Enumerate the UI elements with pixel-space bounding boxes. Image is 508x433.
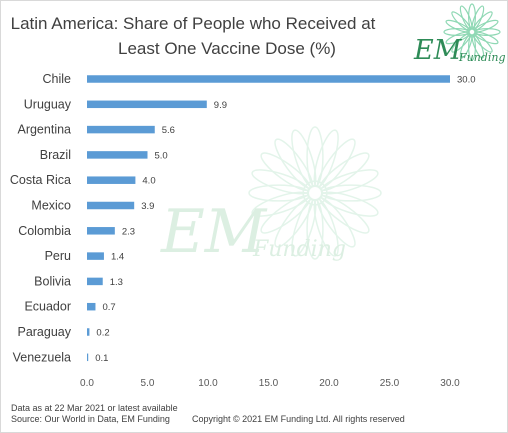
petal <box>274 138 314 189</box>
petal-center <box>302 180 328 206</box>
petal <box>313 129 339 188</box>
bar-ecuador <box>87 302 96 311</box>
petal <box>319 152 370 192</box>
petal <box>251 191 310 217</box>
x-tick-label: 20.0 <box>319 378 339 389</box>
logo-em: EM <box>414 35 462 66</box>
petal <box>316 197 356 248</box>
petal-center <box>466 26 478 38</box>
bar-colombia <box>87 227 115 235</box>
value-label: 5.6 <box>162 125 175 136</box>
petal <box>291 198 317 257</box>
category-label: Paraguay <box>17 325 71 339</box>
value-label: 0.1 <box>95 353 108 364</box>
petal <box>260 152 311 192</box>
bar-paraguay <box>87 328 90 336</box>
bar-venezuela <box>87 353 89 362</box>
category-label: Uruguay <box>24 97 72 111</box>
petal <box>320 169 379 195</box>
category-label: Argentina <box>17 123 71 137</box>
watermark-funding: Funding <box>253 237 346 262</box>
chart-title-line-2: Least One Vaccine Dose (%) <box>118 39 336 58</box>
value-label: 0.2 <box>96 328 109 339</box>
petal <box>320 184 382 202</box>
petal <box>251 169 310 195</box>
footnote-copyright: Copyright © 2021 EM Funding Ltd. All rig… <box>192 414 405 424</box>
category-label: Colombia <box>18 224 71 238</box>
x-tick-label: 15.0 <box>259 378 279 389</box>
bar-mexico <box>87 201 135 210</box>
value-label: 0.7 <box>102 302 115 313</box>
petal <box>459 5 473 31</box>
x-tick-label: 30.0 <box>440 378 460 389</box>
x-tick-label: 5.0 <box>141 378 155 389</box>
petal <box>316 138 356 189</box>
chart-title-line-1: Latin America: Share of People who Recei… <box>10 14 376 33</box>
petal <box>319 194 370 234</box>
value-label: 5.0 <box>155 150 168 161</box>
value-label: 4.0 <box>142 176 155 187</box>
logo-flower-icon <box>443 3 501 61</box>
category-label: Venezuela <box>13 350 71 364</box>
value-label: 30.0 <box>457 75 476 86</box>
value-label: 1.3 <box>110 277 123 288</box>
watermark-em: EM <box>161 197 267 267</box>
bar-chile <box>87 75 450 83</box>
x-tick-label: 25.0 <box>380 378 400 389</box>
petal <box>274 197 314 248</box>
bar-chart: Chile Uruguay Argentina Brazil Costa Rica Mex… <box>10 72 476 389</box>
value-label: 2.3 <box>122 226 135 237</box>
value-label: 3.9 <box>141 201 154 212</box>
category-label: Chile <box>43 72 72 86</box>
x-tick-label: 10.0 <box>198 378 218 389</box>
value-label: 1.4 <box>111 252 124 263</box>
bar-peru <box>87 252 104 260</box>
petal <box>260 194 311 234</box>
footnote-data-date: Data as at 22 Mar 2021 or latest availab… <box>11 403 178 413</box>
category-label: Costa Rica <box>10 173 71 187</box>
category-label: Peru <box>45 249 71 263</box>
x-tick-label: 0.0 <box>80 378 94 389</box>
bar-costa-rica <box>87 176 136 184</box>
footnote-source: Source: Our World in Data, EM Funding <box>11 414 170 424</box>
petal <box>248 184 310 202</box>
petal <box>306 126 324 188</box>
petal <box>306 198 324 260</box>
category-label: Ecuador <box>24 300 71 314</box>
category-label: Mexico <box>31 199 71 213</box>
logo-funding: Funding <box>459 51 506 64</box>
petal <box>291 129 317 188</box>
bar-bolivia <box>87 277 103 286</box>
watermark-flower-icon <box>248 126 382 260</box>
petal <box>320 191 379 217</box>
bar-argentina <box>87 125 155 134</box>
category-label: Bolivia <box>34 274 71 288</box>
bar-uruguay <box>87 100 207 109</box>
value-label: 9.9 <box>214 100 227 111</box>
petal <box>313 198 339 257</box>
category-label: Brazil <box>40 148 71 162</box>
bar-brazil <box>87 151 148 159</box>
